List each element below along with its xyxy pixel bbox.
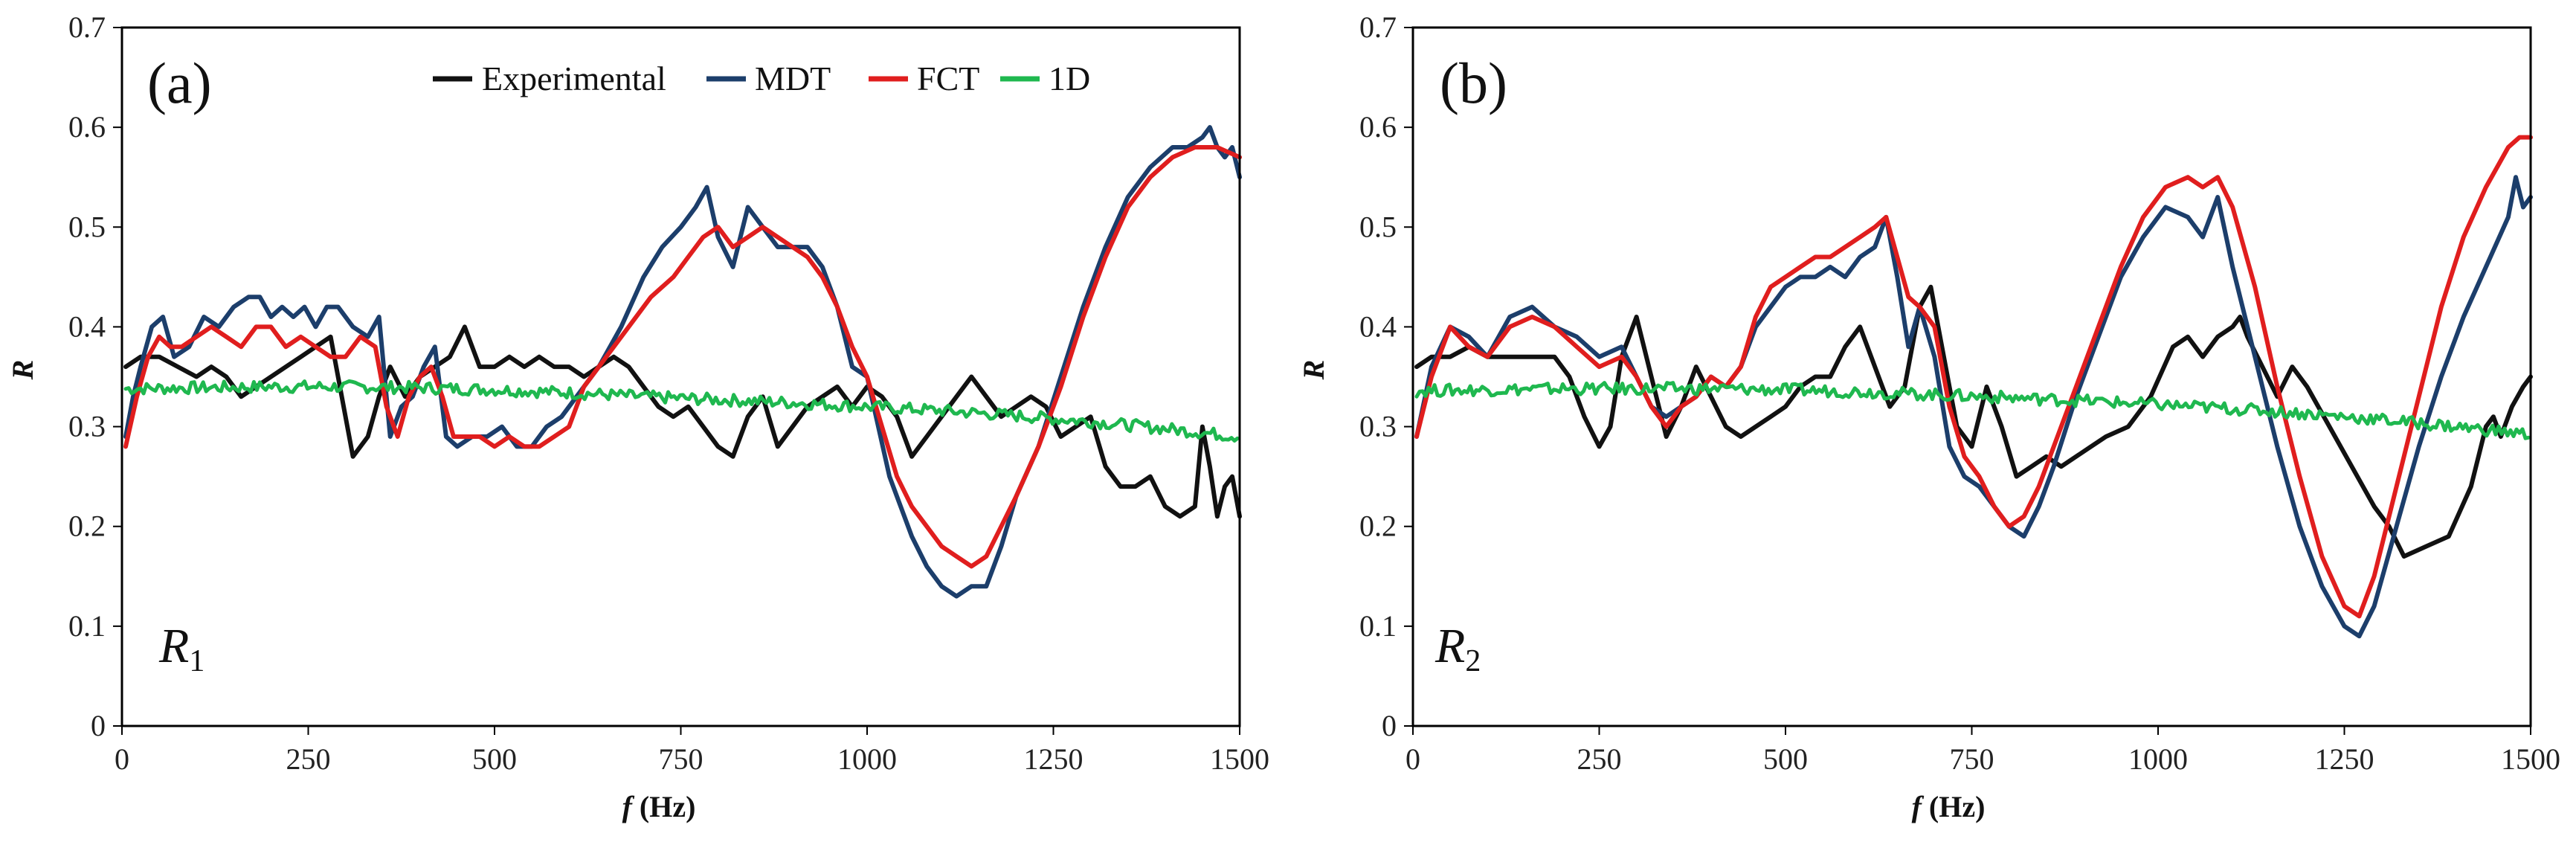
x-tick-label: 250 bbox=[286, 742, 331, 776]
x-axis-title: f (Hz) bbox=[1912, 790, 1986, 823]
y-tick-label: 0.2 bbox=[1359, 510, 1397, 543]
annotation-sub: 1 bbox=[189, 644, 205, 678]
x-tick-label: 1500 bbox=[1210, 742, 1269, 776]
y-tick-label: 0.3 bbox=[68, 410, 106, 443]
y-tick-label: 0.7 bbox=[1359, 10, 1397, 44]
series-layer bbox=[1414, 135, 2533, 639]
x-tick-label: 0 bbox=[115, 742, 129, 776]
y-tick-label: 0.6 bbox=[68, 110, 106, 144]
legend-label-1d: 1D bbox=[1049, 60, 1090, 97]
x-tick-label: 250 bbox=[1577, 742, 1622, 776]
panel-label: (b) bbox=[1440, 51, 1507, 115]
series-line-1d bbox=[123, 379, 1240, 443]
legend-label-fct: FCT bbox=[917, 60, 979, 97]
series-line-fct bbox=[1414, 135, 2533, 619]
tick-layer: 0 250 500 750 1000 1250 1500 0 0.1 0.2 0.3 0.4 0.5 0.… bbox=[68, 10, 1269, 776]
x-tick-label: 1000 bbox=[837, 742, 897, 776]
legend: Experimental MDT FCT 1D bbox=[433, 60, 1090, 97]
annotation-sub: 2 bbox=[1465, 644, 1481, 678]
y-tick-label: 0.2 bbox=[68, 510, 106, 543]
legend-label-experimental: Experimental bbox=[482, 60, 666, 97]
y-tick-label: 0.1 bbox=[1359, 609, 1397, 643]
y-axis-title: R bbox=[6, 360, 39, 381]
x-tick-label: 1000 bbox=[2128, 742, 2188, 776]
x-tick-label: 1250 bbox=[1024, 742, 1083, 776]
x-tick-label: 500 bbox=[472, 742, 517, 776]
plot-frame bbox=[120, 26, 1241, 727]
series-line-1d bbox=[1414, 381, 2531, 440]
y-tick-label: 0 bbox=[1382, 709, 1397, 742]
plot-frame bbox=[1411, 26, 2532, 727]
x-tick-label: 750 bbox=[1950, 742, 1994, 776]
y-tick-label: 0.4 bbox=[1359, 309, 1397, 343]
y-axis-title: R bbox=[1297, 360, 1330, 381]
chart-panel-a: 0 250 500 750 1000 1250 1500 0 0.1 0.2 0.3 0.4 0.5 0.… bbox=[6, 10, 1269, 823]
x-tick-label: 1250 bbox=[2315, 742, 2374, 776]
series-annotation: R2 bbox=[1434, 619, 1481, 678]
x-axis-title-var: f bbox=[622, 790, 635, 823]
y-tick-label: 0.5 bbox=[1359, 210, 1397, 243]
y-tick-label: 0.1 bbox=[68, 609, 106, 643]
y-tick-label: 0 bbox=[91, 709, 106, 742]
x-axis-title-unit: (Hz) bbox=[1922, 790, 1986, 823]
series-annotation: R1 bbox=[158, 619, 205, 678]
series-line-mdt bbox=[1414, 175, 2533, 639]
series-line-fct bbox=[123, 145, 1242, 569]
y-tick-label: 0.4 bbox=[68, 309, 106, 343]
panel-label: (a) bbox=[147, 51, 212, 115]
tick-layer: 0 250 500 750 1000 1250 1500 0 0.1 0.2 0.3 0.4 0.5 0.… bbox=[1359, 10, 2560, 776]
x-tick-label: 500 bbox=[1763, 742, 1808, 776]
legend-label-mdt: MDT bbox=[755, 60, 831, 97]
x-tick-label: 1500 bbox=[2501, 742, 2560, 776]
x-tick-label: 0 bbox=[1405, 742, 1420, 776]
x-axis-title-var: f bbox=[1912, 790, 1925, 823]
y-tick-label: 0.6 bbox=[1359, 110, 1397, 144]
series-layer bbox=[123, 125, 1242, 599]
annotation-main: R bbox=[1434, 619, 1465, 673]
chart-panel-b: 0 250 500 750 1000 1250 1500 0 0.1 0.2 0.3 0.4 0.5 0.… bbox=[1297, 10, 2560, 823]
y-tick-label: 0.5 bbox=[68, 210, 106, 243]
y-tick-label: 0.3 bbox=[1359, 410, 1397, 443]
x-tick-label: 750 bbox=[659, 742, 703, 776]
annotation-main: R bbox=[158, 619, 189, 673]
x-axis-title: f (Hz) bbox=[622, 790, 696, 823]
x-axis-title-unit: (Hz) bbox=[632, 790, 696, 823]
series-line-experimental bbox=[123, 324, 1242, 519]
y-tick-label: 0.7 bbox=[68, 10, 106, 44]
